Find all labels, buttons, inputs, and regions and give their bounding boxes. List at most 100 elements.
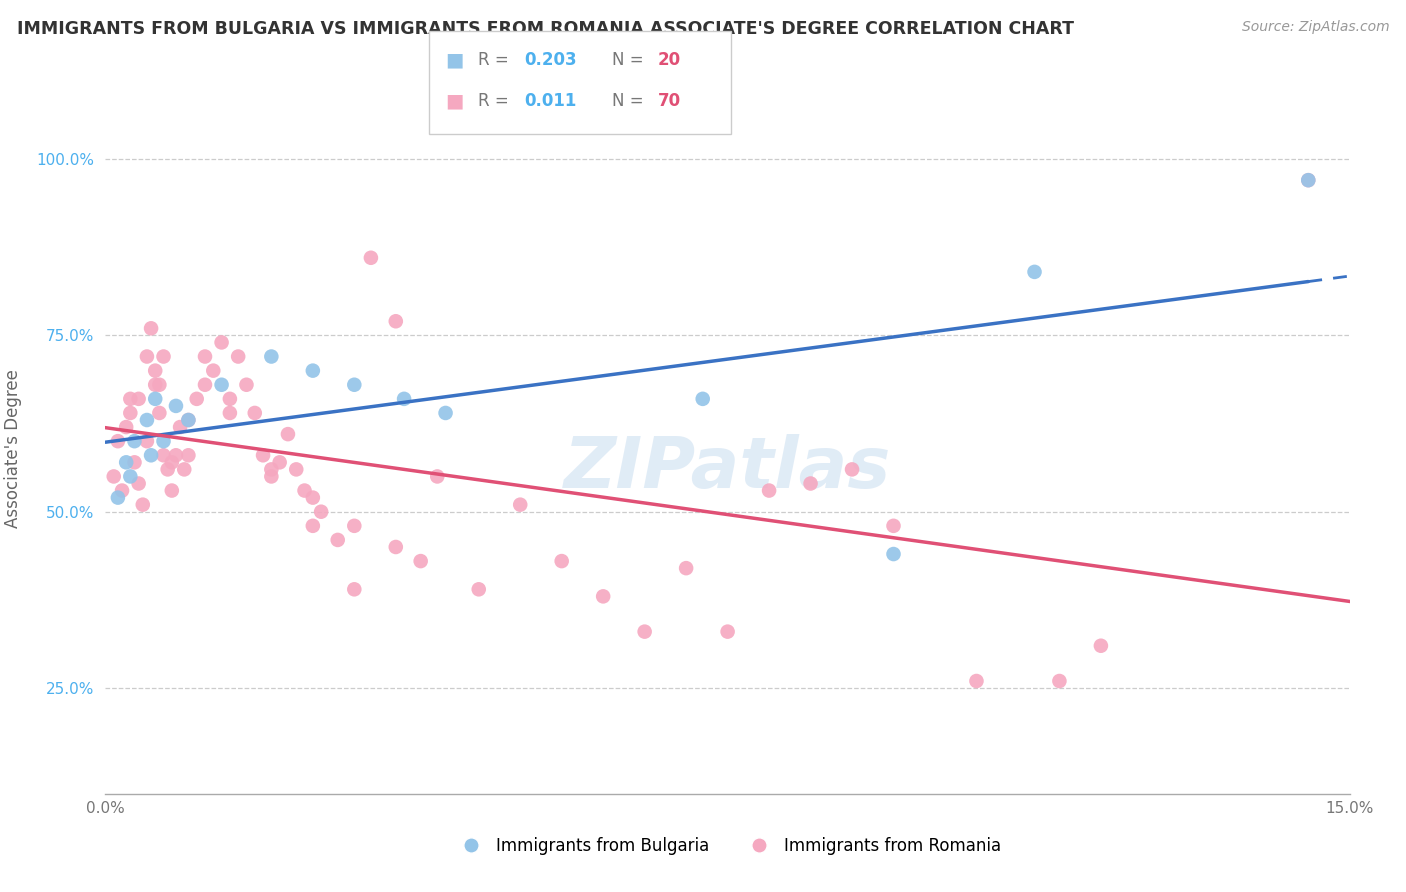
Point xyxy=(301,491,323,505)
Text: R =: R = xyxy=(478,92,515,110)
Point xyxy=(124,434,146,449)
Point xyxy=(143,377,166,392)
Point xyxy=(132,498,155,512)
Text: ■: ■ xyxy=(446,51,464,70)
Point xyxy=(143,392,166,406)
Point xyxy=(434,406,457,420)
Point xyxy=(177,448,200,462)
Point xyxy=(202,364,225,378)
Point xyxy=(633,624,655,639)
Point xyxy=(343,377,366,392)
Point xyxy=(148,406,170,420)
Point xyxy=(165,448,187,462)
Text: Source: ZipAtlas.com: Source: ZipAtlas.com xyxy=(1241,20,1389,34)
Point xyxy=(165,399,187,413)
Point xyxy=(799,476,821,491)
Point xyxy=(107,434,129,449)
Point xyxy=(120,469,142,483)
Point xyxy=(120,406,142,420)
Point xyxy=(509,498,531,512)
Point xyxy=(235,377,257,392)
Point xyxy=(152,350,174,364)
Point xyxy=(186,392,208,406)
Point xyxy=(841,462,863,476)
Point xyxy=(965,673,987,688)
Point xyxy=(883,518,905,533)
Point xyxy=(169,420,191,434)
Text: N =: N = xyxy=(612,51,648,69)
Point xyxy=(120,392,142,406)
Point xyxy=(277,427,299,442)
Point xyxy=(392,392,415,406)
Point xyxy=(301,518,323,533)
Point xyxy=(294,483,316,498)
Point xyxy=(139,448,162,462)
Point xyxy=(269,455,291,469)
Text: 70: 70 xyxy=(658,92,681,110)
Text: ■: ■ xyxy=(446,92,464,111)
Text: 20: 20 xyxy=(658,51,681,69)
Point xyxy=(194,377,217,392)
Text: N =: N = xyxy=(612,92,648,110)
Point xyxy=(252,448,274,462)
Text: ZIPatlas: ZIPatlas xyxy=(564,434,891,503)
Legend: Immigrants from Bulgaria, Immigrants from Romania: Immigrants from Bulgaria, Immigrants fro… xyxy=(447,830,1008,862)
Text: 0.203: 0.203 xyxy=(524,51,576,69)
Point xyxy=(111,483,134,498)
Point xyxy=(675,561,697,575)
Text: R =: R = xyxy=(478,51,515,69)
Point xyxy=(194,350,217,364)
Point xyxy=(409,554,432,568)
Point xyxy=(135,413,157,427)
Point xyxy=(467,582,489,597)
Point xyxy=(115,420,138,434)
Y-axis label: Associate's Degree: Associate's Degree xyxy=(4,368,22,528)
Point xyxy=(1047,673,1071,688)
Point xyxy=(326,533,349,547)
Point xyxy=(426,469,449,483)
Point xyxy=(135,350,157,364)
Point xyxy=(1090,639,1112,653)
Point xyxy=(160,483,183,498)
Point xyxy=(115,455,138,469)
Text: 0.011: 0.011 xyxy=(524,92,576,110)
Point xyxy=(551,554,574,568)
Point xyxy=(717,624,740,639)
Point xyxy=(177,413,200,427)
Point xyxy=(160,455,183,469)
Point xyxy=(218,406,242,420)
Point xyxy=(360,251,382,265)
Point xyxy=(309,505,332,519)
Point xyxy=(139,321,162,335)
Point xyxy=(128,392,150,406)
Point xyxy=(173,462,195,476)
Point xyxy=(1024,265,1046,279)
Point xyxy=(177,413,200,427)
Point xyxy=(260,462,283,476)
Point xyxy=(301,364,323,378)
Point xyxy=(156,462,179,476)
Point xyxy=(385,540,408,554)
Point xyxy=(152,448,174,462)
Point xyxy=(226,350,249,364)
Point xyxy=(285,462,308,476)
Point xyxy=(1296,173,1319,187)
Point xyxy=(260,350,283,364)
Point xyxy=(218,392,242,406)
Point xyxy=(148,377,170,392)
Point xyxy=(385,314,408,328)
Point xyxy=(103,469,125,483)
Point xyxy=(343,518,366,533)
Point xyxy=(152,434,174,449)
Point xyxy=(143,364,166,378)
Point xyxy=(128,476,150,491)
Point xyxy=(211,335,233,350)
Point xyxy=(211,377,233,392)
Point xyxy=(883,547,905,561)
Point xyxy=(692,392,714,406)
Point xyxy=(758,483,780,498)
Point xyxy=(592,590,614,604)
Point xyxy=(124,455,146,469)
Point xyxy=(1296,173,1319,187)
Point xyxy=(243,406,266,420)
